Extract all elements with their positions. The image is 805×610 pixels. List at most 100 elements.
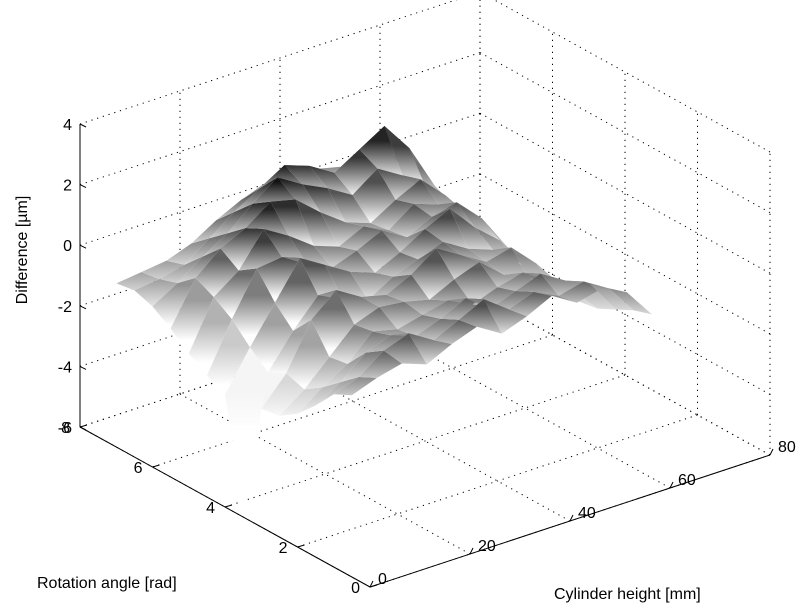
z-tick-label: 4: [63, 117, 72, 134]
surface-patch: [356, 230, 400, 273]
surface-patch: [383, 333, 427, 365]
z-tick-label: 0: [63, 238, 72, 255]
surface-patch: [404, 299, 448, 315]
surface-patch: [375, 252, 419, 277]
surface-patch: [191, 211, 235, 244]
surface-patch: [313, 245, 357, 268]
surface-patch: [411, 248, 455, 300]
surface-patch: [359, 126, 403, 176]
surface-patch: [286, 319, 330, 390]
surface-patch: [436, 248, 480, 280]
x-tick-label: 0: [378, 571, 387, 588]
y-tick-mark: [224, 504, 233, 508]
surface-patch: [384, 126, 428, 192]
surface-patch: [422, 298, 466, 319]
z-tick-mark: [79, 244, 87, 249]
surface-patch: [250, 302, 294, 373]
surface-patch: [170, 277, 214, 354]
z-tick-mark: [79, 305, 87, 310]
y-tick-label: 4: [206, 500, 215, 517]
tick-labels: 0 20 40 60 80 0 2 4 6 8-6 -4 -2 0 2 4: [58, 117, 796, 597]
surface-patch: [440, 298, 484, 320]
x-tick-mark: [369, 580, 374, 588]
z-axis-label: Difference [µm]: [14, 196, 31, 305]
surface-patch: [263, 228, 307, 264]
back-wall-grid-line: [79, 52, 481, 186]
surface-patch: [390, 333, 434, 341]
x-tick-mark: [469, 547, 474, 555]
z-tick-mark: [79, 123, 87, 128]
surface-patch: [429, 279, 473, 305]
surface-patch: [316, 149, 360, 173]
surface-patch: [325, 264, 369, 300]
z-tick-label: -2: [58, 299, 72, 316]
side-wall-grid-line: [479, 52, 771, 214]
z-tick-label: -6: [58, 420, 72, 437]
surface-patch: [425, 208, 469, 249]
side-wall-grid-line: [479, 173, 771, 335]
surface-patch: [418, 241, 462, 260]
y-tick-mark: [79, 424, 88, 428]
surface-patch: [259, 165, 303, 189]
surface-patch: [245, 201, 289, 236]
surface-patch: [177, 248, 221, 283]
floor-grid-line: [297, 414, 698, 548]
z-tick-mark: [79, 184, 87, 189]
surface-patch: [329, 324, 373, 364]
surface-patch: [515, 273, 559, 296]
surface-patch: [370, 199, 414, 231]
surface-patch: [116, 272, 160, 291]
surface-patch: [333, 377, 377, 396]
surface-patch: [159, 256, 203, 283]
back-wall-grid-line: [79, 0, 458, 125]
surface-patch: [184, 233, 228, 265]
surface-patch: [365, 333, 409, 353]
surface-patch: [415, 318, 459, 341]
surface-patch: [206, 319, 250, 395]
surface-patch: [408, 333, 452, 365]
x-axis-label: Cylinder height [mm]: [554, 586, 701, 603]
x-tick-label: 60: [678, 472, 696, 489]
surface-patch: [336, 290, 380, 325]
surface-patch: [220, 228, 264, 271]
surface-patch: [293, 290, 337, 331]
surface-patch: [368, 274, 412, 300]
surface-patch: [231, 268, 275, 348]
surface-patch: [379, 301, 423, 330]
surface-patch: [433, 319, 477, 344]
surface-patch: [252, 177, 296, 204]
surface-patch: [297, 382, 341, 414]
surface-patch: [334, 149, 378, 195]
surface-patch: [320, 212, 364, 247]
surface-patch: [213, 268, 257, 320]
surface-patch: [275, 258, 319, 331]
surface-patch: [284, 165, 328, 189]
surface-patch: [243, 372, 287, 511]
surface-patch: [309, 165, 353, 195]
surface-patch: [227, 201, 271, 234]
surface-patch: [209, 203, 253, 239]
y-tick-mark: [152, 464, 160, 468]
surface-patches: [116, 126, 652, 511]
floor-grid-line: [224, 374, 626, 508]
x-tick-label: 40: [578, 505, 596, 522]
surface-patch: [238, 228, 282, 271]
surface-patch: [350, 271, 394, 300]
surface-patch: [345, 222, 389, 231]
surface-patch: [256, 257, 300, 303]
surface-patch: [397, 314, 441, 337]
z-tick-label: 2: [63, 178, 72, 195]
surface-patch: [450, 208, 494, 250]
surface-patch: [608, 288, 652, 315]
y-tick-mark: [297, 544, 305, 548]
y-tick-label: 0: [351, 580, 360, 597]
surface-patch: [358, 350, 402, 378]
surface-patch: [454, 261, 498, 305]
surface-patch: [361, 294, 405, 307]
surface-patch: [216, 188, 260, 221]
x-tick-label: 20: [478, 538, 496, 555]
surface-patch: [322, 352, 366, 388]
surface-patch: [315, 377, 359, 406]
surface-patch: [558, 281, 602, 303]
x-tick-label: 80: [778, 439, 796, 456]
